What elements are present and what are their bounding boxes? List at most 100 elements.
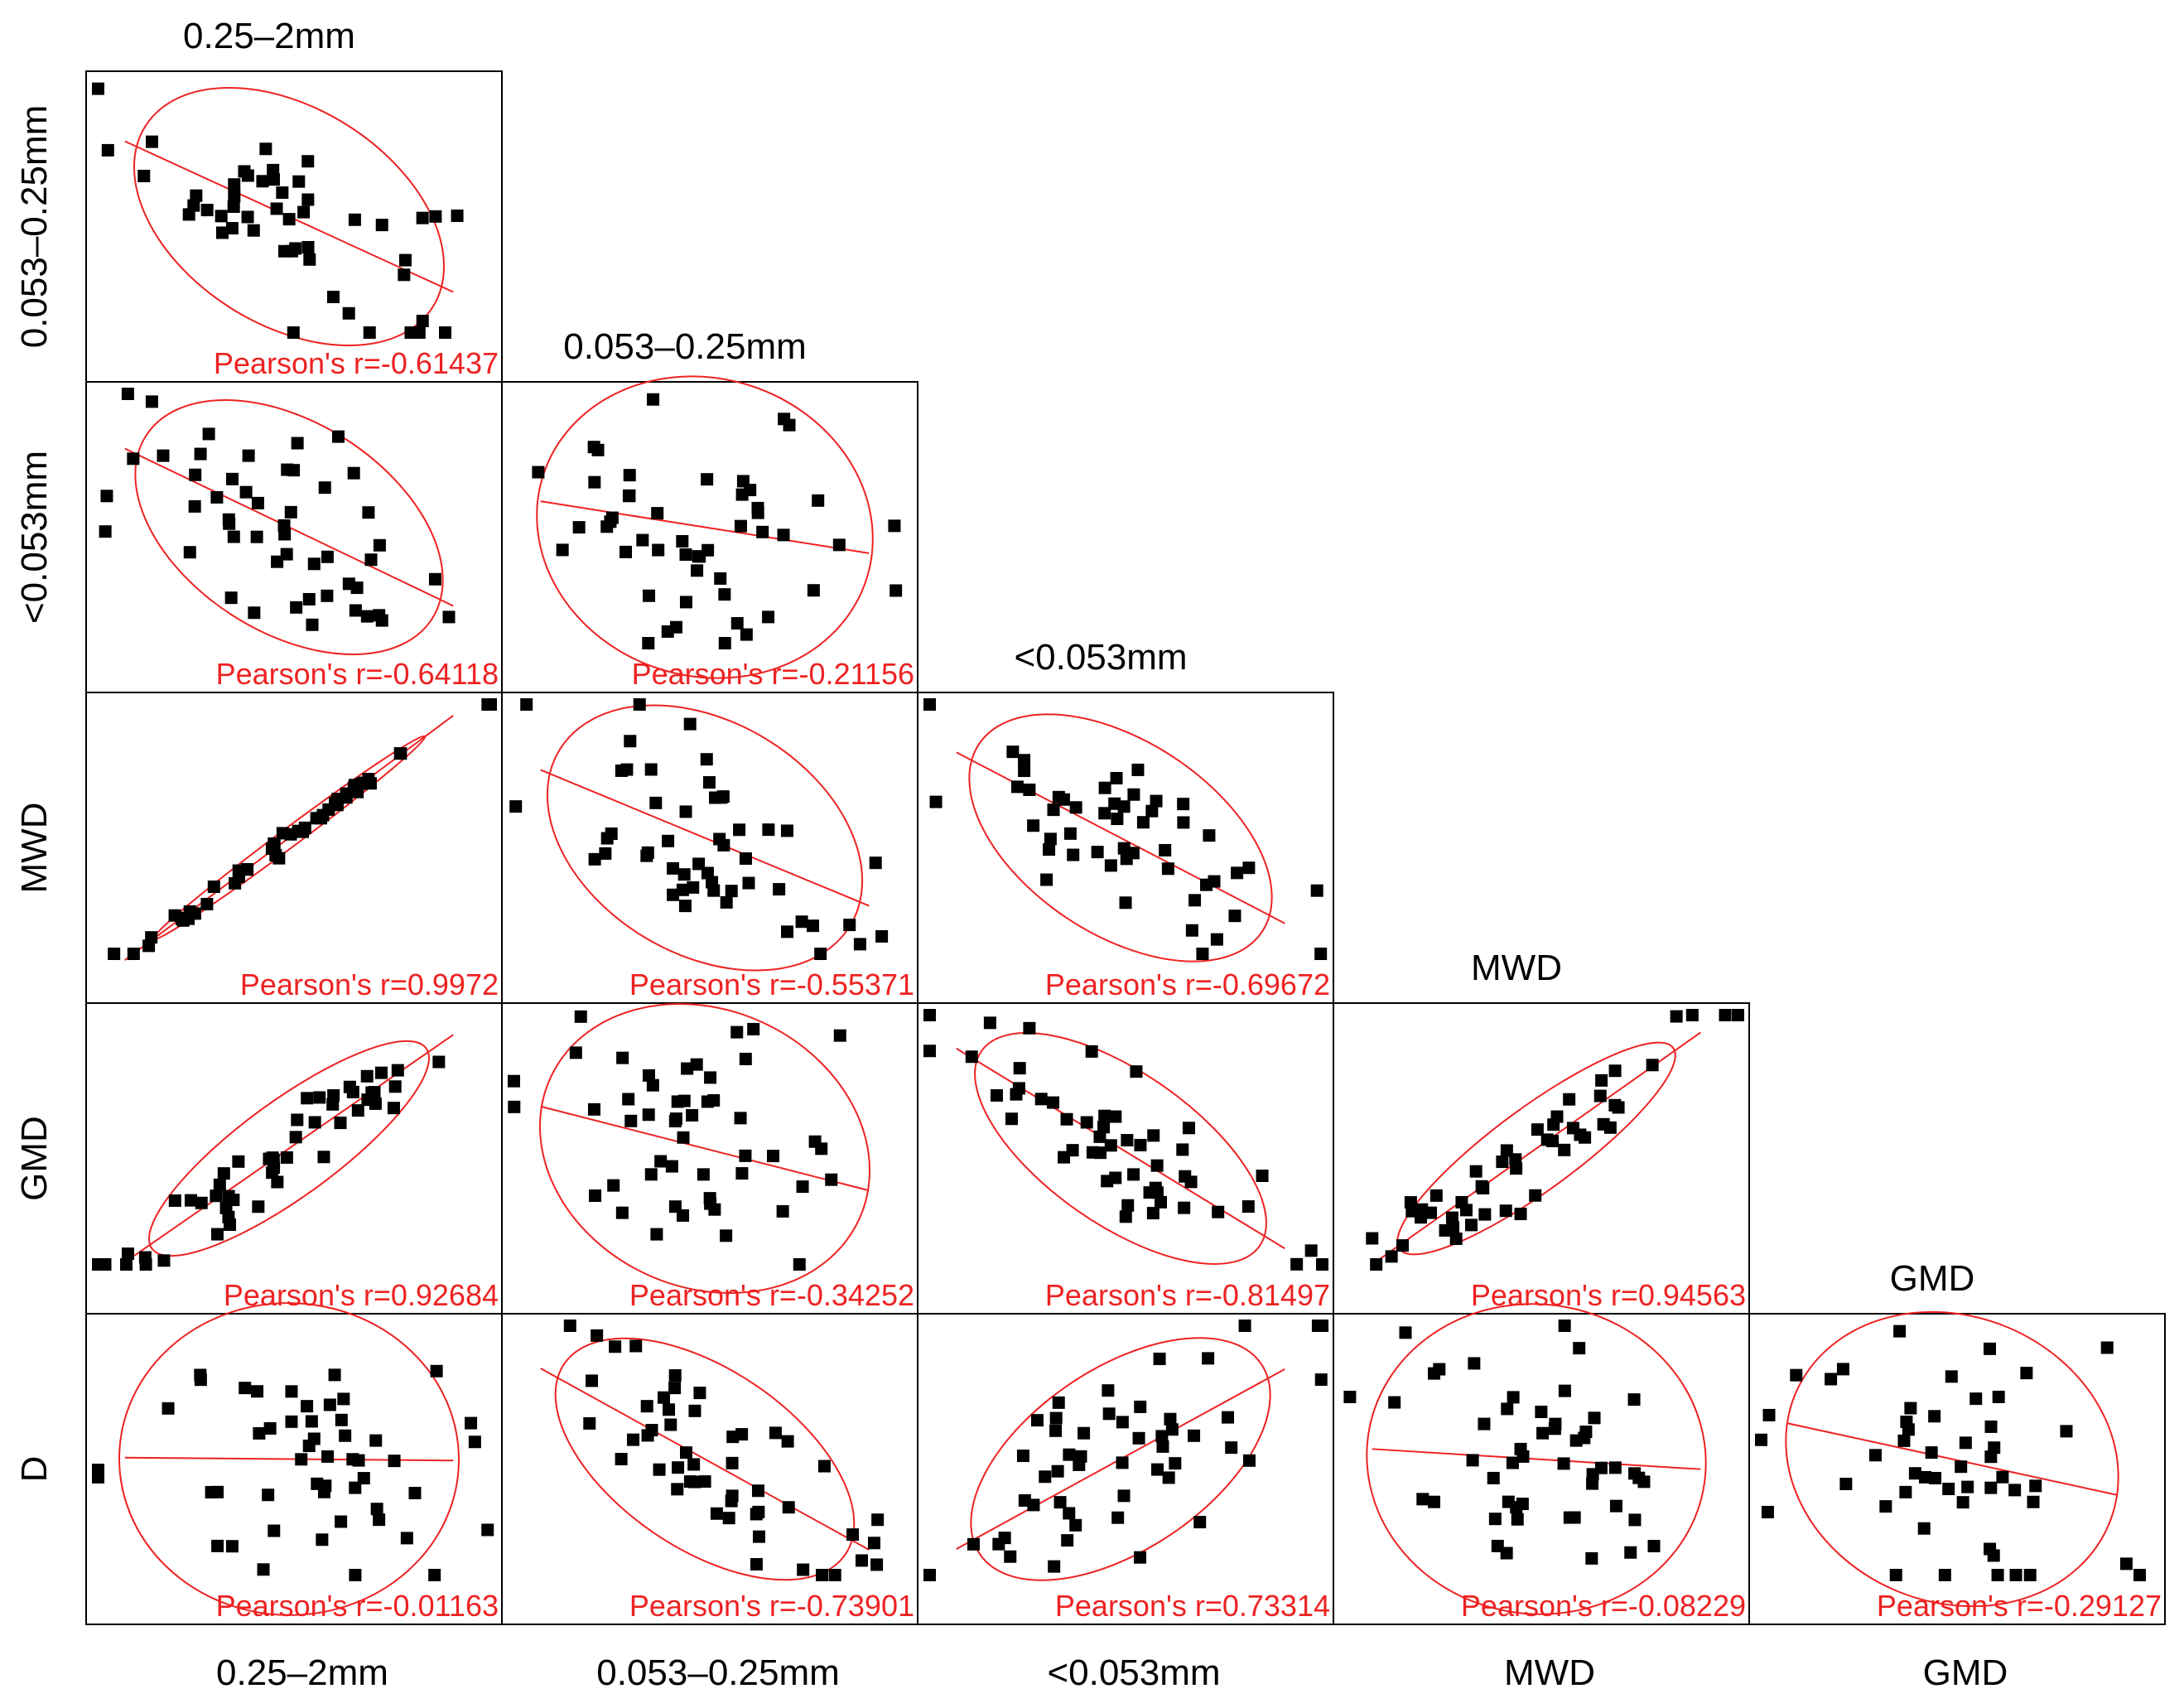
- data-point: [1579, 1426, 1593, 1439]
- data-point: [219, 1201, 233, 1214]
- data-point: [687, 881, 700, 894]
- data-point: [1719, 1009, 1732, 1021]
- data-point: [1464, 1218, 1478, 1232]
- data-point: [369, 1097, 382, 1110]
- data-point: [348, 213, 361, 226]
- panel-frame: [85, 692, 503, 1004]
- data-point: [739, 1149, 752, 1162]
- data-point: [622, 1093, 635, 1106]
- data-point: [207, 881, 220, 894]
- data-point: [832, 538, 846, 552]
- data-point: [481, 698, 494, 711]
- data-point: [1574, 1128, 1587, 1141]
- data-point: [238, 165, 251, 178]
- data-point: [508, 1074, 520, 1088]
- data-point: [833, 1029, 846, 1042]
- data-point: [228, 190, 241, 203]
- data-point: [318, 481, 331, 495]
- pearson-annotation: Pearson's r=0.94563: [1471, 1278, 1746, 1312]
- data-point: [428, 1569, 441, 1581]
- data-point: [1624, 1546, 1637, 1559]
- data-point: [291, 1113, 304, 1127]
- data-point: [268, 1524, 281, 1537]
- data-point: [364, 553, 378, 567]
- data-point: [2133, 1569, 2146, 1581]
- data-point: [686, 1108, 699, 1122]
- data-point: [923, 1009, 936, 1021]
- data-point: [305, 1415, 318, 1428]
- data-point: [752, 1505, 765, 1518]
- data-point: [256, 175, 269, 188]
- data-point: [672, 1461, 685, 1474]
- data-point: [747, 1022, 760, 1035]
- data-point: [357, 1472, 370, 1485]
- data-point: [509, 800, 523, 813]
- data-point: [481, 1523, 494, 1537]
- data-point: [1316, 1258, 1328, 1271]
- data-point: [277, 519, 291, 532]
- data-point: [677, 868, 691, 881]
- diagonal-title-mwd: MWD: [1471, 948, 1562, 988]
- data-point: [1593, 1089, 1607, 1102]
- data-point: [1984, 1481, 1998, 1494]
- data-point: [430, 1364, 443, 1377]
- data-point: [1010, 780, 1024, 794]
- data-point: [363, 326, 376, 339]
- data-point: [213, 1178, 226, 1191]
- data-point: [1155, 1430, 1169, 1443]
- data-point: [1104, 859, 1117, 872]
- data-point: [652, 543, 665, 557]
- data-point: [1501, 1402, 1514, 1416]
- data-point: [1405, 1204, 1419, 1218]
- data-point: [2023, 1569, 2037, 1581]
- data-point: [871, 1513, 885, 1527]
- data-point: [200, 897, 214, 910]
- data-point: [736, 475, 750, 488]
- data-point: [1134, 1551, 1147, 1564]
- data-point: [284, 505, 297, 519]
- data-point: [202, 427, 215, 441]
- data-point: [280, 548, 293, 561]
- data-point: [1466, 1454, 1479, 1467]
- data-point: [162, 1402, 175, 1415]
- data-point: [334, 1117, 347, 1130]
- data-point: [1670, 1010, 1683, 1023]
- data-point: [767, 1150, 780, 1163]
- data-point: [653, 1463, 666, 1476]
- data-point: [1161, 862, 1174, 876]
- data-point: [1016, 1450, 1029, 1463]
- data-point: [101, 143, 114, 157]
- diagonal-title-0-25-2mm: 0.25–2mm: [183, 16, 355, 56]
- data-point: [1098, 1109, 1111, 1122]
- data-point: [1945, 1370, 1958, 1383]
- data-point: [1127, 788, 1140, 801]
- data-point: [1439, 1223, 1452, 1237]
- data-point: [1836, 1363, 1849, 1376]
- data-point: [812, 494, 825, 507]
- data-point: [1516, 1450, 1530, 1463]
- row-label-0-053-0-25mm: 0.053–0.25mm: [14, 105, 55, 349]
- data-point: [1938, 1569, 1951, 1581]
- data-point: [301, 1400, 314, 1413]
- data-point: [280, 1151, 293, 1164]
- data-point: [145, 395, 158, 408]
- data-point: [253, 1426, 266, 1440]
- data-point: [1415, 1203, 1429, 1216]
- data-point: [708, 1203, 721, 1216]
- data-point: [678, 900, 692, 913]
- data-point: [643, 589, 656, 602]
- data-point: [742, 876, 755, 890]
- data-point: [599, 847, 612, 860]
- data-point: [1238, 1320, 1251, 1332]
- data-point: [701, 1095, 714, 1108]
- data-point: [351, 1104, 364, 1117]
- data-point: [362, 506, 375, 519]
- data-point: [1117, 800, 1131, 813]
- data-point: [321, 1450, 335, 1463]
- data-point: [1385, 1250, 1398, 1263]
- data-point: [217, 1167, 230, 1180]
- data-point: [248, 606, 261, 620]
- fit-line: [1372, 1031, 1701, 1266]
- data-point: [633, 698, 646, 711]
- data-point: [1102, 1407, 1116, 1421]
